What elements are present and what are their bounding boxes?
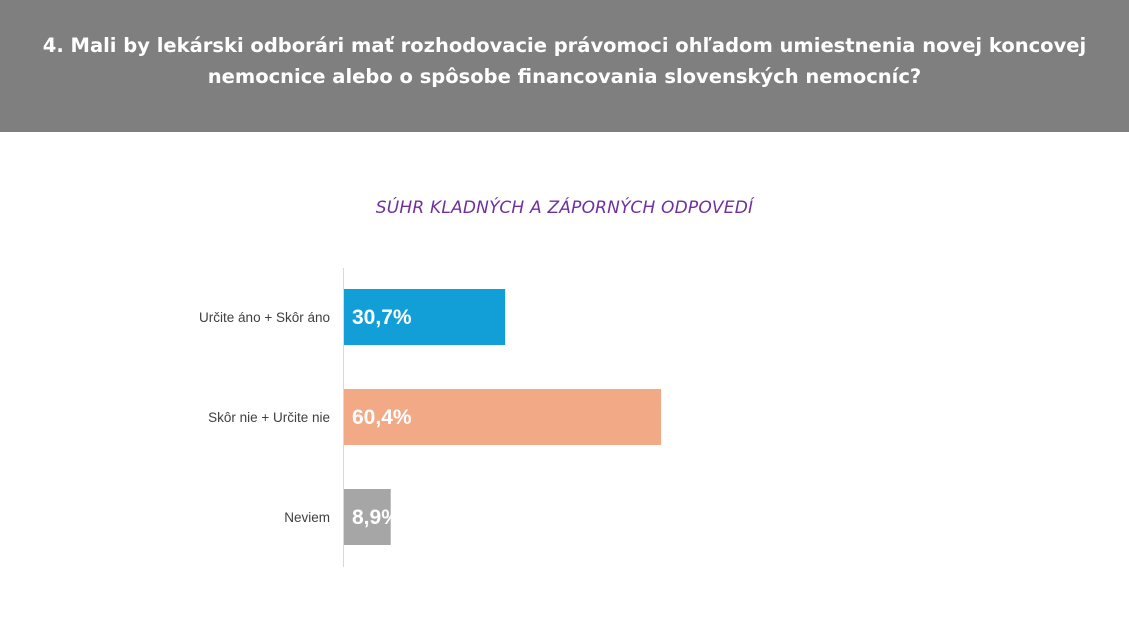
bar-3 xyxy=(344,489,391,545)
category-label: Neviem xyxy=(284,510,330,525)
question-title-line1: 4. Mali by lekárski odborári mať rozhodo… xyxy=(42,34,1087,57)
bar-1 xyxy=(344,289,506,345)
bar-value-label: 8,9% xyxy=(352,506,400,529)
question-title-line2: nemocnice alebo o spôsobe financovania s… xyxy=(207,65,922,88)
bar-value-label: 60,4% xyxy=(352,406,412,429)
chart-title: SÚHR KLADNÝCH A ZÁPORNÝCH ODPOVEDÍ xyxy=(375,198,754,218)
category-label: Určite áno + Skôr áno xyxy=(199,310,330,325)
bars-layer: 30,7% Určite áno + Skôr áno 60,4% Skôr nie … xyxy=(199,289,662,545)
question-header: 4. Mali by lekárski odborári mať rozhodo… xyxy=(0,0,1129,132)
category-label: Skôr nie + Určite nie xyxy=(208,410,330,425)
question-title: 4. Mali by lekárski odborári mať rozhodo… xyxy=(10,30,1120,92)
bar-value-label: 30,7% xyxy=(352,306,412,329)
bar-2 xyxy=(344,389,662,445)
